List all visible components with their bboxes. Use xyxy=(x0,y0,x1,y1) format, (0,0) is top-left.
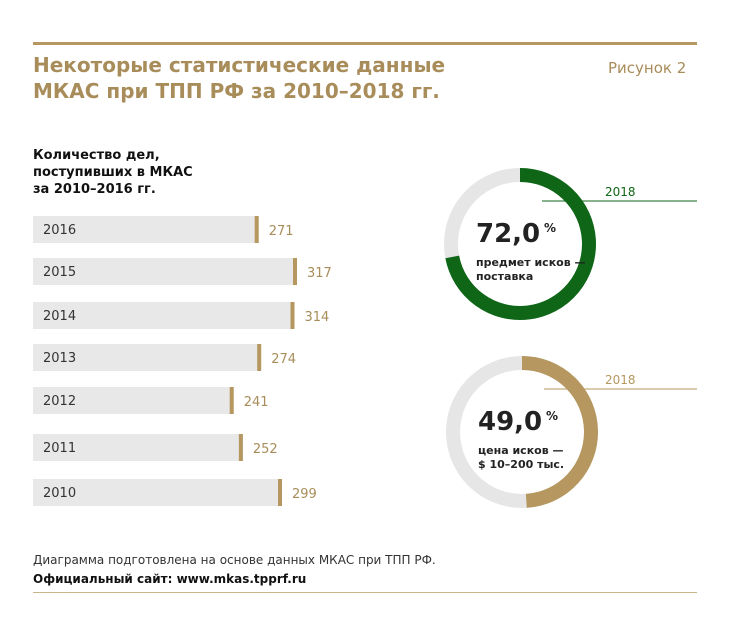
bar-value-label: 314 xyxy=(305,310,330,325)
donut-unit-label-1: % xyxy=(544,221,556,235)
bar-end-marker-2014 xyxy=(290,302,295,329)
bar-value-label: 317 xyxy=(307,266,332,281)
bar-category-label: 2012 xyxy=(43,394,76,409)
bar-chart-title-line-1: Количество дел, xyxy=(33,148,160,163)
bar-value-label: 252 xyxy=(253,442,278,457)
bar-category-label: 2013 xyxy=(43,351,76,366)
bar-value-label: 271 xyxy=(269,224,294,239)
donut-year-label-1: 2018 xyxy=(605,185,636,199)
bar-value-label: 274 xyxy=(271,352,296,367)
donut-value-label-2: 49,0 xyxy=(478,407,542,437)
bar-chart-title: Количество дел, поступивших в МКАС за 20… xyxy=(33,147,283,198)
bar-end-marker-2016 xyxy=(254,216,259,243)
top-rule xyxy=(33,42,697,45)
bar-category-label: 2014 xyxy=(43,309,76,324)
bar-chart-title-line-2: поступивших в МКАС xyxy=(33,165,193,180)
bar-end-marker-2013 xyxy=(257,344,262,371)
bar-category-label: 2011 xyxy=(43,441,76,456)
donut-unit-label-2: % xyxy=(546,409,558,423)
donut-arc-1 xyxy=(445,168,596,320)
bar-2012 xyxy=(33,387,234,414)
bar-2013 xyxy=(33,344,262,371)
bar-end-marker-2012 xyxy=(229,387,234,414)
bar-2010 xyxy=(33,479,283,506)
bar-2014 xyxy=(33,302,295,329)
bar-category-label: 2015 xyxy=(43,265,76,280)
bar-end-marker-2010 xyxy=(278,479,283,506)
bar-category-label: 2016 xyxy=(43,223,76,238)
donut-caption-line-1-0: предмет исков — xyxy=(476,256,586,269)
donut-caption-line-2-0: цена исков — xyxy=(478,444,564,457)
donut-arc-2 xyxy=(521,356,598,508)
bar-2015 xyxy=(33,258,297,285)
figure-label: Рисунок 2 xyxy=(608,59,687,77)
donut-caption-line-1-1: поставка xyxy=(476,270,533,283)
bar-2016 xyxy=(33,216,259,243)
donut-value-label-1: 72,0 xyxy=(476,219,540,249)
title-line-2: МКАС при ТПП РФ за 2010–2018 гг. xyxy=(33,79,440,103)
title-line-1: Некоторые статистические данные xyxy=(33,53,446,77)
donut-caption-line-2-1: $ 10–200 тыс. xyxy=(478,458,564,471)
source-note: Диаграмма подготовлена на основе данных … xyxy=(33,553,436,567)
bar-chart-title-line-3: за 2010–2016 гг. xyxy=(33,182,156,197)
site-note: Официальный сайт: www.mkas.tpprf.ru xyxy=(33,572,307,586)
page-title: Некоторые статистические данные МКАС при… xyxy=(33,52,553,104)
donut-year-label-2: 2018 xyxy=(605,373,636,387)
bar-category-label: 2010 xyxy=(43,486,76,501)
bar-value-label: 299 xyxy=(292,487,317,502)
bar-end-marker-2015 xyxy=(293,258,297,285)
bar-2011 xyxy=(33,434,243,461)
bar-value-label: 241 xyxy=(244,395,269,410)
bar-end-marker-2011 xyxy=(238,434,243,461)
bottom-rule xyxy=(33,592,697,593)
